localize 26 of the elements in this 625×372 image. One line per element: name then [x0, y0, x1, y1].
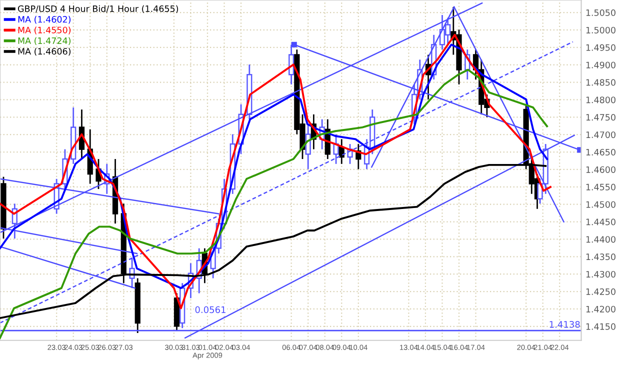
y-tick-label: 1.4900: [586, 62, 616, 68]
y-tick-label: 1.5050: [586, 9, 616, 16]
y-tick-label: 1.4800: [586, 96, 616, 104]
y-tick-label: 1.4750: [586, 114, 616, 121]
annotation: 0.0561: [195, 306, 226, 314]
y-tick-label: 1.4200: [586, 306, 616, 312]
y-tick-label: 1.4300: [586, 270, 616, 278]
y-tick-label: 1.4650: [586, 148, 616, 156]
y-tick-label: 1.4450: [586, 218, 616, 226]
legend-label: MA (1.4602): [18, 16, 71, 24]
legend-label: GBP/USD 4 Hour Bid/1 Hour (1.4655): [18, 5, 178, 14]
y-tick-label: 1.4700: [586, 131, 616, 138]
y-tick-label: 1.5000: [586, 26, 616, 34]
y-tick-label: 1.4850: [586, 79, 616, 86]
ref-line-label: 1.4138: [550, 320, 580, 328]
y-tick-label: 1.4550: [586, 184, 616, 190]
y-tick-label: 1.4250: [586, 288, 616, 296]
y-tick-label: 1.4950: [586, 44, 616, 51]
legend-label: MA (1.4550): [18, 26, 71, 34]
legend-label: MA (1.4606): [18, 48, 71, 56]
y-tick-label: 1.4150: [586, 323, 616, 330]
y-tick-label: 1.4350: [586, 254, 616, 260]
y-tick-label: 1.4500: [586, 201, 616, 208]
y-tick-label: 1.4600: [586, 166, 616, 173]
y-tick-label: 1.4400: [586, 236, 616, 243]
legend-label: MA (1.4724): [18, 37, 71, 46]
